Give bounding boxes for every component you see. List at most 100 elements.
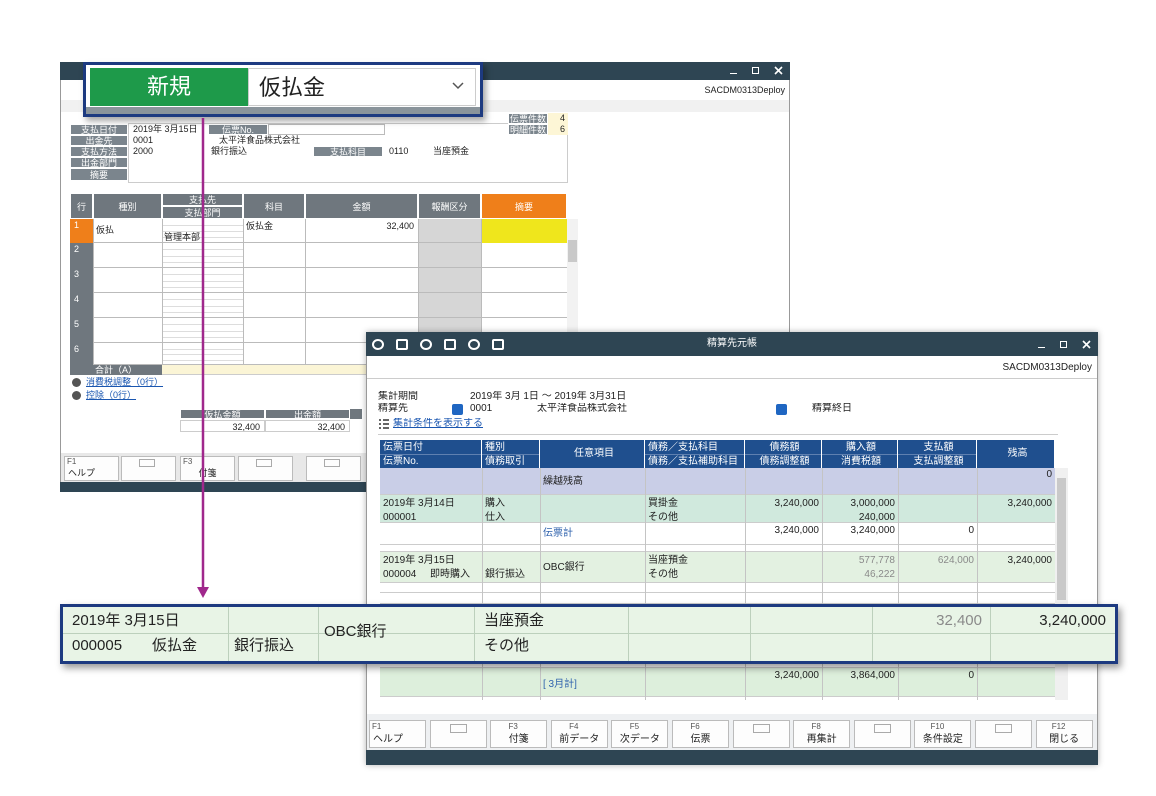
cell-text: 0	[968, 670, 974, 681]
grid-line	[93, 219, 94, 365]
column-header-text: 支払調整額	[898, 454, 976, 467]
window-title: 精算先元帳	[707, 338, 757, 349]
fkey-button	[490, 720, 548, 748]
cell-text: 2019年 3月15日	[72, 612, 180, 629]
grid-line	[474, 607, 475, 661]
field-label: 伝票No.	[208, 124, 268, 135]
status-badge: 新規	[90, 68, 248, 106]
cell-text: 2019年 3月15日	[383, 555, 455, 566]
fkey-key: F4	[569, 722, 579, 731]
fkey-blank	[139, 459, 155, 467]
field-value: 2019年 3月15日	[133, 124, 198, 134]
title-bar	[366, 332, 1098, 356]
row-bg	[380, 668, 1055, 697]
column-header: 報酬区分	[418, 193, 481, 219]
label: 集計期間	[378, 391, 418, 402]
cell-text: 624,000	[937, 555, 974, 566]
value: 太平洋食品株式会社	[537, 403, 627, 414]
grid-line	[977, 468, 978, 700]
cell	[418, 293, 481, 318]
field-label: 出金先	[70, 135, 128, 146]
arrow-head	[197, 587, 209, 598]
row-bg	[380, 552, 1055, 583]
fkey-button	[180, 456, 235, 481]
cell-text: 000004	[383, 569, 417, 580]
scrollbar	[567, 219, 578, 365]
cell-text: 3,240,000	[1039, 612, 1106, 629]
fkey-key: F8	[811, 722, 821, 731]
row-divider	[63, 633, 1115, 634]
grid-line	[822, 468, 823, 700]
cell-text: 仮払金	[246, 221, 274, 231]
row-bg	[380, 583, 1055, 593]
fkey-label: ヘルプ	[373, 734, 403, 745]
nav-button	[776, 404, 787, 415]
cell-text: 3,864,000	[850, 670, 896, 681]
cell-text: その他	[648, 569, 678, 580]
grid-line	[228, 607, 229, 661]
sum-value: 32,400	[180, 420, 265, 432]
dropdown-chevron	[452, 82, 464, 90]
scroll-thumb	[1057, 478, 1066, 600]
separator	[367, 378, 1097, 379]
cell-text: 3,240,000	[774, 498, 820, 509]
row-bg	[380, 468, 1055, 495]
grid-line	[990, 607, 991, 661]
type-select: 仮払金	[248, 68, 476, 106]
row-number: 3	[70, 268, 93, 293]
toolbar-icon	[420, 339, 432, 350]
total-label: 合計（A）	[70, 365, 162, 375]
column-header: 科目	[243, 193, 305, 219]
grid-line	[318, 607, 319, 661]
toolbar-icon	[492, 339, 504, 350]
cell-text: 仮払金	[152, 637, 198, 654]
field-box	[268, 124, 385, 135]
toolbar-icon	[396, 339, 408, 350]
cell-text: OBC銀行	[324, 623, 387, 640]
fkey-button	[611, 720, 669, 748]
fkey-label: 再集計	[806, 734, 837, 745]
fkey-key: F3	[508, 722, 518, 731]
total-cells	[162, 365, 567, 375]
field-value: 銀行振込	[211, 146, 248, 156]
toolbar-icon	[444, 339, 456, 350]
cell-text: OBC銀行	[543, 562, 585, 573]
column-header-text: 債務調整額	[745, 454, 821, 467]
status-bar	[366, 750, 1098, 765]
value: 2019年 3月 1日 ～ 2019年 3月31日	[470, 391, 627, 402]
cell-text: 3,240,000	[1007, 498, 1053, 509]
label: 精算先	[378, 403, 408, 414]
field-value: 0110	[389, 146, 409, 156]
column-header-text: 種別	[485, 442, 505, 453]
fkey-button	[672, 720, 729, 748]
sum-label-cut	[350, 409, 362, 419]
sum-value: 32,400	[265, 420, 350, 432]
fkey-key: F12	[1051, 722, 1066, 731]
fkey-button	[793, 720, 851, 748]
fkey-key: F1	[372, 722, 382, 731]
fkey-key: F5	[629, 722, 640, 731]
cell-text: 46,222	[864, 569, 895, 580]
field-label: 支払科目	[313, 146, 383, 157]
link-icon	[72, 378, 81, 387]
fkey-blank	[873, 724, 891, 733]
field-label: 支払日付	[70, 124, 128, 135]
cell-text: 3,000,000	[850, 498, 896, 509]
fkey-key: F1	[67, 457, 77, 466]
field-value: 2000	[133, 146, 154, 156]
row-bg	[93, 268, 567, 293]
fkey-button	[238, 456, 293, 481]
cell-text: 32,400	[936, 612, 982, 629]
column-header-text: 任意項目	[574, 448, 614, 459]
row-bg	[380, 664, 1055, 668]
cell-text: 0	[1046, 469, 1052, 480]
fkey-button	[64, 456, 119, 481]
cell-text: 3,240,000	[774, 670, 820, 681]
value: 0001	[470, 403, 493, 414]
fkey-key: F6	[690, 722, 700, 731]
field-label: 支払方法	[70, 146, 128, 157]
cell-text: 577,778	[858, 555, 895, 566]
fkey-label: 付箋	[508, 734, 529, 745]
sum-label: 出金額	[265, 409, 350, 419]
cell-text: 000005	[72, 637, 123, 654]
